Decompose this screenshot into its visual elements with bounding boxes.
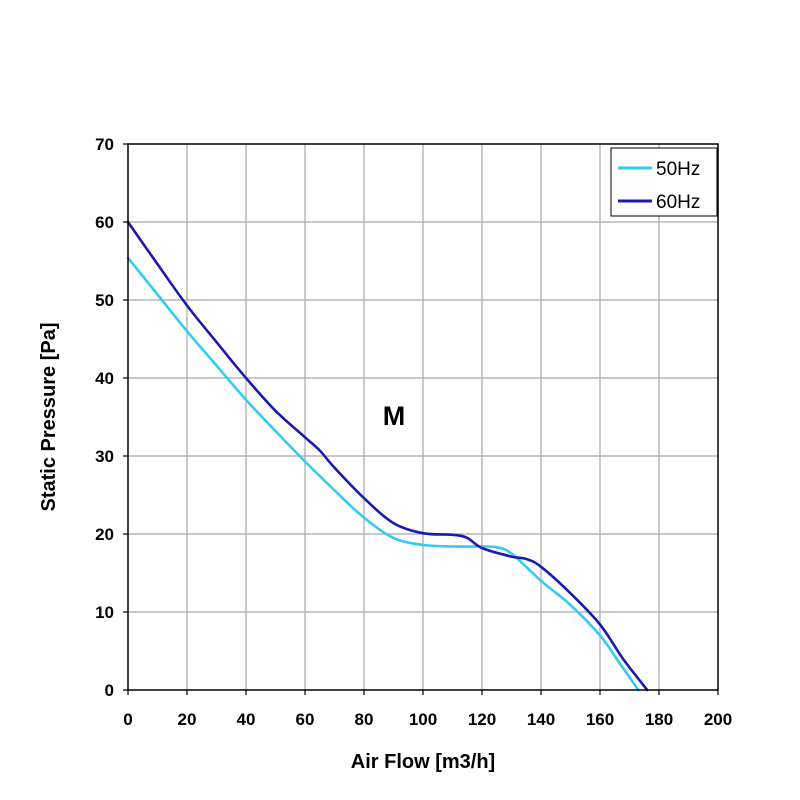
x-tick-label: 80: [355, 710, 374, 729]
y-tick-label: 30: [95, 447, 114, 466]
x-tick-label: 120: [468, 710, 496, 729]
y-tick-label: 20: [95, 525, 114, 544]
x-tick-label: 60: [296, 710, 315, 729]
legend-box: [610, 147, 718, 217]
x-tick-label: 180: [645, 710, 673, 729]
x-tick-label: 40: [237, 710, 256, 729]
y-axis-title: Static Pressure [Pa]: [38, 323, 60, 512]
y-tick-labels: 0 10 20 30 40 50 60 70: [95, 135, 114, 700]
series-line-60hz: [126, 220, 649, 692]
y-tick-label: 10: [95, 603, 114, 622]
x-tick-label: 200: [704, 710, 732, 729]
y-tick-label: 60: [95, 213, 114, 232]
legend-label-60hz: 60Hz: [656, 192, 700, 213]
x-tick-label: 140: [527, 710, 555, 729]
annotation-label: M: [383, 401, 406, 431]
legend: 50Hz 60Hz: [610, 147, 718, 217]
x-tick-labels: 0 20 40 60 80 100 120 140 160 180 200: [123, 710, 732, 729]
y-tick-label: 70: [95, 135, 114, 154]
x-axis-title: Air Flow [m3/h]: [351, 751, 495, 773]
y-tick-label: 0: [105, 681, 114, 700]
legend-label-50hz: 50Hz: [656, 159, 700, 180]
x-tick-label: 100: [409, 710, 437, 729]
x-tick-label: 160: [586, 710, 614, 729]
ticks: [123, 143, 719, 695]
y-tick-label: 50: [95, 291, 114, 310]
y-tick-label: 40: [95, 369, 114, 388]
x-tick-label: 20: [178, 710, 197, 729]
series-line-50hz: [126, 256, 640, 692]
series-lines: [126, 220, 649, 692]
x-tick-label: 0: [123, 710, 132, 729]
